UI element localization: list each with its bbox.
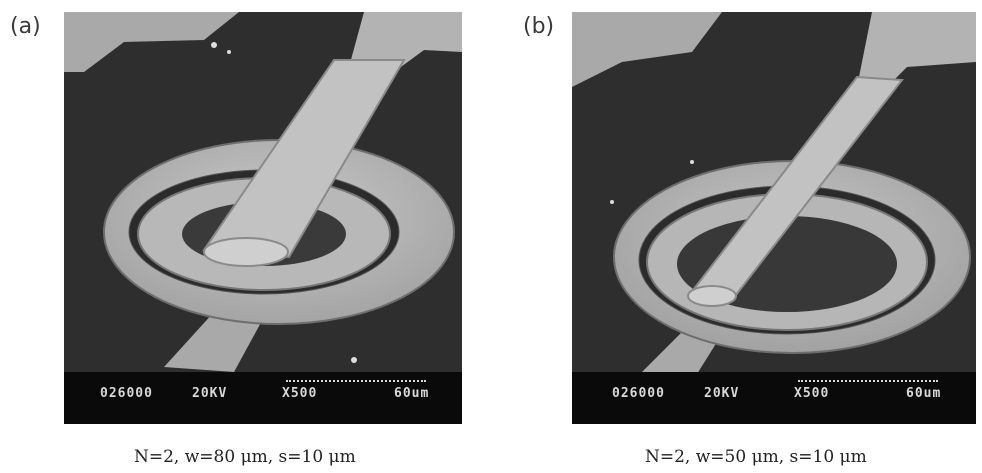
panel-a-label: (a) bbox=[10, 14, 41, 39]
caption-b: N=2, w=50 μm, s=10 μm bbox=[645, 447, 867, 467]
lead-bottom bbox=[642, 332, 722, 374]
bridge-tip bbox=[203, 237, 289, 267]
info-scale-a: 60um bbox=[394, 386, 430, 401]
info-code-b: 026000 bbox=[612, 386, 665, 401]
info-bar-b: 026000 20KV X500 60um bbox=[572, 372, 976, 424]
info-voltage-b: 20KV bbox=[704, 386, 740, 401]
sem-image-a: 026000 20KV X500 60um bbox=[64, 12, 462, 424]
inductor-a-graphic bbox=[64, 12, 462, 424]
info-code-a: 026000 bbox=[100, 386, 153, 401]
sem-image-b: 026000 20KV X500 60um bbox=[572, 12, 976, 424]
info-bar-a: 026000 20KV X500 60um bbox=[64, 372, 462, 424]
panel-b-label: (b) bbox=[523, 14, 555, 39]
info-scale-b: 60um bbox=[906, 386, 942, 401]
info-magnification-b: X500 bbox=[794, 386, 830, 401]
caption-a: N=2, w=80 μm, s=10 μm bbox=[134, 447, 356, 467]
lead-bottom bbox=[164, 312, 264, 372]
lead-top-right bbox=[349, 12, 462, 72]
info-voltage-a: 20KV bbox=[192, 386, 228, 401]
scale-bar-b bbox=[798, 380, 938, 388]
bridge-tip bbox=[687, 285, 737, 307]
pad-top-left bbox=[64, 12, 239, 72]
lead-top-right bbox=[857, 12, 976, 92]
scale-bar-a bbox=[286, 380, 426, 388]
inductor-b-graphic bbox=[572, 12, 976, 424]
pad-top-left bbox=[572, 12, 722, 87]
info-magnification-a: X500 bbox=[282, 386, 318, 401]
air-bridge bbox=[202, 59, 406, 259]
